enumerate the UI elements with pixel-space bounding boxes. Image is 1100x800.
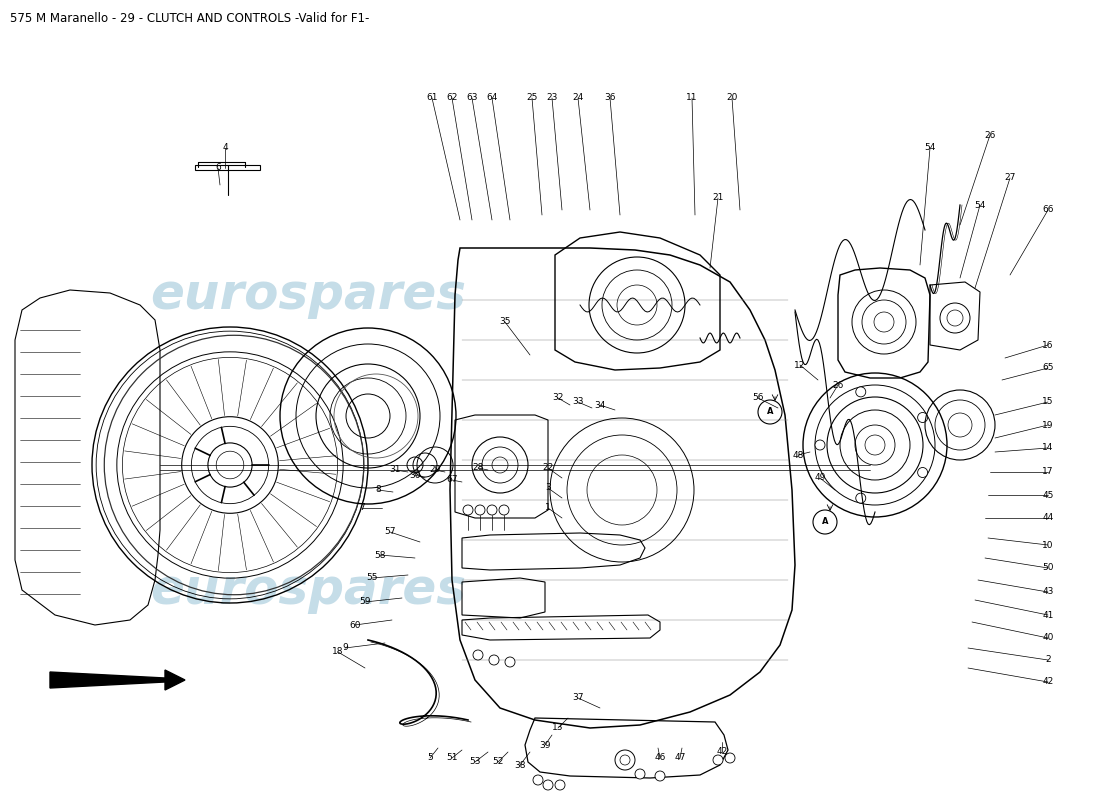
Text: 50: 50: [1043, 563, 1054, 573]
Text: 13: 13: [552, 723, 563, 733]
Text: 9: 9: [342, 643, 348, 653]
Text: 28: 28: [472, 463, 484, 473]
Text: 39: 39: [539, 741, 551, 750]
Circle shape: [917, 413, 927, 422]
Text: 42: 42: [716, 747, 727, 757]
Text: 60: 60: [350, 621, 361, 630]
Text: 48: 48: [792, 450, 804, 459]
Text: 31: 31: [389, 466, 400, 474]
Circle shape: [473, 650, 483, 660]
Text: 34: 34: [594, 401, 606, 410]
Text: 54: 54: [975, 201, 986, 210]
Text: 59: 59: [360, 598, 371, 606]
Text: 49: 49: [814, 474, 826, 482]
Circle shape: [534, 775, 543, 785]
Circle shape: [815, 440, 825, 450]
Text: 20: 20: [726, 94, 738, 102]
Text: 56: 56: [752, 394, 763, 402]
Circle shape: [856, 493, 866, 503]
Circle shape: [917, 467, 927, 478]
Circle shape: [635, 769, 645, 779]
Text: 67: 67: [447, 475, 458, 485]
Text: 46: 46: [654, 754, 666, 762]
Text: 1: 1: [546, 503, 551, 513]
Text: 61: 61: [427, 94, 438, 102]
Text: 66: 66: [1043, 206, 1054, 214]
Polygon shape: [50, 670, 185, 690]
Text: 12: 12: [794, 361, 805, 370]
Text: 2: 2: [1045, 655, 1050, 665]
Text: 51: 51: [447, 754, 458, 762]
Text: 53: 53: [470, 758, 481, 766]
Text: A: A: [822, 518, 828, 526]
Text: 45: 45: [1043, 490, 1054, 499]
Text: 14: 14: [1043, 443, 1054, 453]
Text: 575 M Maranello - 29 - CLUTCH AND CONTROLS -Valid for F1-: 575 M Maranello - 29 - CLUTCH AND CONTRO…: [10, 11, 370, 25]
Text: 43: 43: [1043, 587, 1054, 597]
Text: A: A: [767, 407, 773, 417]
Text: eurospares: eurospares: [150, 566, 466, 614]
Circle shape: [487, 505, 497, 515]
Circle shape: [463, 505, 473, 515]
Text: 64: 64: [486, 94, 497, 102]
Text: 16: 16: [1043, 341, 1054, 350]
Text: 18: 18: [332, 647, 343, 657]
Text: 7: 7: [359, 503, 365, 513]
Circle shape: [556, 780, 565, 790]
Text: 54: 54: [924, 143, 936, 153]
Text: 32: 32: [552, 394, 563, 402]
Text: 26: 26: [984, 130, 996, 139]
Text: 27: 27: [1004, 174, 1015, 182]
Text: 30: 30: [409, 470, 420, 479]
Text: 55: 55: [366, 574, 377, 582]
Text: 22: 22: [542, 463, 553, 473]
Text: 36: 36: [604, 94, 616, 102]
Text: 57: 57: [384, 527, 396, 537]
Circle shape: [490, 655, 499, 665]
Text: eurospares: eurospares: [150, 271, 466, 319]
Text: 47: 47: [674, 754, 685, 762]
Text: 41: 41: [1043, 610, 1054, 619]
Text: 33: 33: [572, 398, 584, 406]
Circle shape: [713, 755, 723, 765]
Text: 58: 58: [374, 550, 386, 559]
Text: 21: 21: [713, 194, 724, 202]
Circle shape: [499, 505, 509, 515]
Text: 19: 19: [1043, 421, 1054, 430]
Text: 25: 25: [526, 94, 538, 102]
Text: 8: 8: [375, 486, 381, 494]
Text: 29: 29: [429, 466, 441, 474]
Text: 24: 24: [572, 94, 584, 102]
Text: 17: 17: [1043, 467, 1054, 477]
Text: 42: 42: [1043, 678, 1054, 686]
Text: 35: 35: [499, 318, 510, 326]
Text: 26: 26: [833, 381, 844, 390]
Text: 11: 11: [686, 94, 697, 102]
Text: 44: 44: [1043, 514, 1054, 522]
Text: 37: 37: [572, 694, 584, 702]
Text: 15: 15: [1043, 398, 1054, 406]
Text: 4: 4: [222, 143, 228, 153]
Text: 40: 40: [1043, 634, 1054, 642]
Circle shape: [543, 780, 553, 790]
Circle shape: [505, 657, 515, 667]
Text: 6: 6: [216, 163, 221, 173]
Text: 3: 3: [546, 483, 551, 493]
Text: 65: 65: [1043, 363, 1054, 373]
Text: 62: 62: [447, 94, 458, 102]
Circle shape: [654, 771, 666, 781]
Circle shape: [475, 505, 485, 515]
Circle shape: [856, 387, 866, 397]
Text: 5: 5: [427, 754, 433, 762]
Text: 52: 52: [493, 758, 504, 766]
Circle shape: [725, 753, 735, 763]
Text: 10: 10: [1043, 541, 1054, 550]
Text: 23: 23: [547, 94, 558, 102]
Text: 63: 63: [466, 94, 477, 102]
Text: 38: 38: [515, 761, 526, 770]
